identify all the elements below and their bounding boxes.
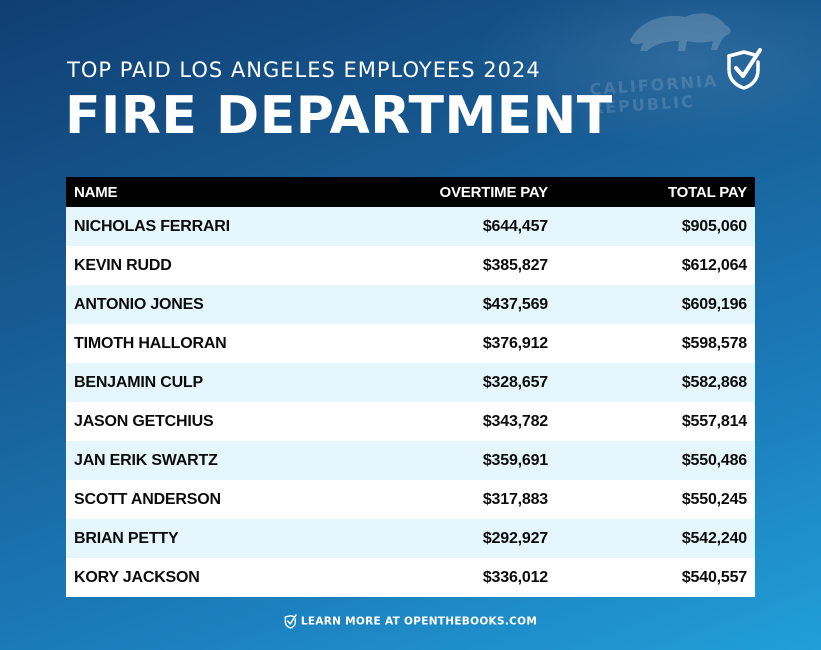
checkmark-shield-icon [284,614,297,629]
employee-name: KORY JACKSON [74,568,200,586]
table-row: BENJAMIN CULP $328,657 $582,868 [66,363,755,402]
total-pay: $550,245 [681,490,747,508]
total-pay: $598,578 [681,334,747,352]
footer-link[interactable]: LEARN MORE AT OPENTHEBOOKS.COM [0,614,821,629]
total-pay: $582,868 [681,373,747,391]
footer-text: LEARN MORE AT OPENTHEBOOKS.COM [300,615,538,628]
total-pay: $609,196 [681,295,747,313]
table-row: BRIAN PETTY $292,927 $542,240 [66,519,755,558]
table-header-row: NAME OVERTIME PAY TOTAL PAY [66,177,755,207]
employee-name: BRIAN PETTY [74,529,179,547]
overtime-pay: $385,827 [482,256,548,274]
overtime-pay: $376,912 [482,334,548,352]
page-subtitle: TOP PAID LOS ANGELES EMPLOYEES 2024 [67,58,541,82]
employee-name: BENJAMIN CULP [74,373,203,391]
overtime-pay: $437,569 [482,295,548,313]
table-row: ANTONIO JONES $437,569 $609,196 [66,285,755,324]
total-pay: $550,486 [681,451,747,469]
employee-name: TIMOTH HALLORAN [74,334,227,352]
background-flag [470,0,821,150]
overtime-pay: $317,883 [482,490,548,508]
bear-icon [630,13,731,51]
table-row: SCOTT ANDERSON $317,883 $550,245 [66,480,755,519]
total-pay: $540,557 [681,568,747,586]
table-row: KEVIN RUDD $385,827 $612,064 [66,246,755,285]
employee-name: JAN ERIK SWARTZ [74,451,218,469]
overtime-pay: $336,012 [482,568,548,586]
table-row: NICHOLAS FERRARI $644,457 $905,060 [66,207,755,246]
overtime-pay: $644,457 [482,217,548,235]
page-title: FIRE DEPARTMENT [65,86,613,146]
table-row: TIMOTH HALLORAN $376,912 $598,578 [66,324,755,363]
total-pay: $557,814 [681,412,747,430]
employee-name: SCOTT ANDERSON [74,490,221,508]
total-pay: $905,060 [681,217,747,235]
employee-name: JASON GETCHIUS [74,412,214,430]
table-row: KORY JACKSON $336,012 $540,557 [66,558,755,597]
total-pay: $542,240 [681,529,747,547]
table-row: JASON GETCHIUS $343,782 $557,814 [66,402,755,441]
salary-table: NAME OVERTIME PAY TOTAL PAY NICHOLAS FER… [66,177,755,597]
employee-name: ANTONIO JONES [74,295,204,313]
overtime-pay: $292,927 [482,529,548,547]
employee-name: KEVIN RUDD [74,256,172,274]
total-pay: $612,064 [681,256,747,274]
overtime-pay: $343,782 [482,412,548,430]
column-header-overtime-pay: OVERTIME PAY [439,183,549,201]
column-header-name: NAME [74,183,118,201]
checkmark-shield-icon [727,48,762,90]
table-row: JAN ERIK SWARTZ $359,691 $550,486 [66,441,755,480]
overtime-pay: $359,691 [482,451,548,469]
column-header-total-pay: TOTAL PAY [667,183,747,201]
overtime-pay: $328,657 [482,373,548,391]
employee-name: NICHOLAS FERRARI [74,217,230,235]
